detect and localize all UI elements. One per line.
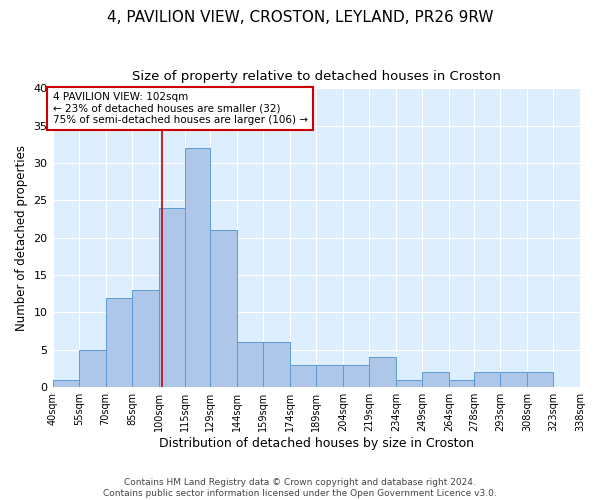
Bar [290,365,316,387]
Bar [106,298,132,387]
X-axis label: Distribution of detached houses by size in Croston: Distribution of detached houses by size … [159,437,474,450]
Bar [210,230,236,387]
Bar [316,365,343,387]
Bar [527,372,553,387]
Bar [474,372,500,387]
Bar [500,372,527,387]
Text: Contains HM Land Registry data © Crown copyright and database right 2024.
Contai: Contains HM Land Registry data © Crown c… [103,478,497,498]
Title: Size of property relative to detached houses in Croston: Size of property relative to detached ho… [132,70,501,83]
Bar [449,380,474,387]
Bar [263,342,290,387]
Bar [132,290,159,387]
Y-axis label: Number of detached properties: Number of detached properties [15,145,28,331]
Text: 4, PAVILION VIEW, CROSTON, LEYLAND, PR26 9RW: 4, PAVILION VIEW, CROSTON, LEYLAND, PR26… [107,10,493,25]
Bar [396,380,422,387]
Bar [236,342,263,387]
Bar [79,350,106,387]
Bar [422,372,449,387]
Text: 4 PAVILION VIEW: 102sqm
← 23% of detached houses are smaller (32)
75% of semi-de: 4 PAVILION VIEW: 102sqm ← 23% of detache… [53,92,308,126]
Bar [370,358,396,387]
Bar [343,365,370,387]
Bar [159,208,185,387]
Bar [53,380,79,387]
Bar [185,148,210,387]
